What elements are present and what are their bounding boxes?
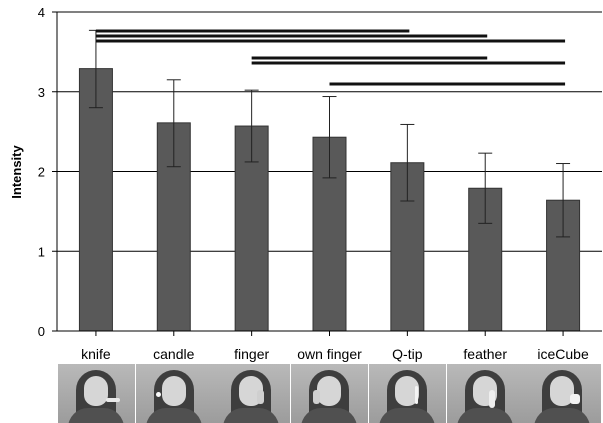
y-axis-label: Intensity: [9, 145, 24, 199]
candle-photo: [135, 364, 213, 423]
stimulus-prop: [414, 386, 418, 404]
x-tick-label: candle: [153, 346, 194, 362]
bar-knife: [78, 68, 113, 332]
stimulus-prop: [570, 394, 581, 404]
body-shape: [456, 408, 513, 423]
stimulus-prop: [106, 398, 120, 402]
face-shape: [317, 376, 342, 406]
stimulus-prop: [155, 392, 161, 397]
own-finger-photo: [291, 364, 369, 423]
body-shape: [534, 408, 591, 423]
knife-photo: [58, 364, 135, 423]
body-shape: [145, 408, 202, 423]
y-tick-label: 1: [38, 244, 45, 259]
feather-photo: [446, 364, 524, 423]
x-tick-label: own finger: [297, 346, 362, 362]
body-shape: [378, 408, 435, 423]
photo-strip: [57, 364, 602, 423]
body-shape: [301, 408, 358, 423]
y-tick-label: 2: [38, 165, 45, 180]
icecube-photo: [524, 364, 602, 423]
x-tick-label: iceCube: [537, 346, 589, 362]
x-tick-label: Q-tip: [392, 346, 423, 362]
stimulus-prop: [313, 390, 321, 404]
stimulus-prop: [488, 390, 495, 408]
significance-bars: [95, 29, 566, 86]
face-shape: [161, 376, 186, 406]
x-tick-label: knife: [81, 346, 111, 362]
y-tick-label: 4: [38, 5, 45, 20]
x-tick-label: finger: [234, 346, 269, 362]
q-tip-photo: [368, 364, 446, 423]
error-bars: [88, 29, 571, 238]
stimulus-prop: [257, 390, 265, 404]
x-tick-label: feather: [463, 346, 507, 362]
intensity-bar-chart: 0 1 2 3 4 knife candle finger own finger Q-tip fea…: [9, 5, 602, 362]
y-tick-label: 3: [38, 85, 45, 100]
body-shape: [223, 408, 280, 423]
y-tick-label: 0: [38, 324, 45, 339]
finger-photo: [213, 364, 291, 423]
axes: 0 1 2 3 4 knife candle finger own finger Q-tip fea…: [38, 5, 602, 362]
face-shape: [84, 376, 108, 406]
body-shape: [68, 408, 124, 423]
